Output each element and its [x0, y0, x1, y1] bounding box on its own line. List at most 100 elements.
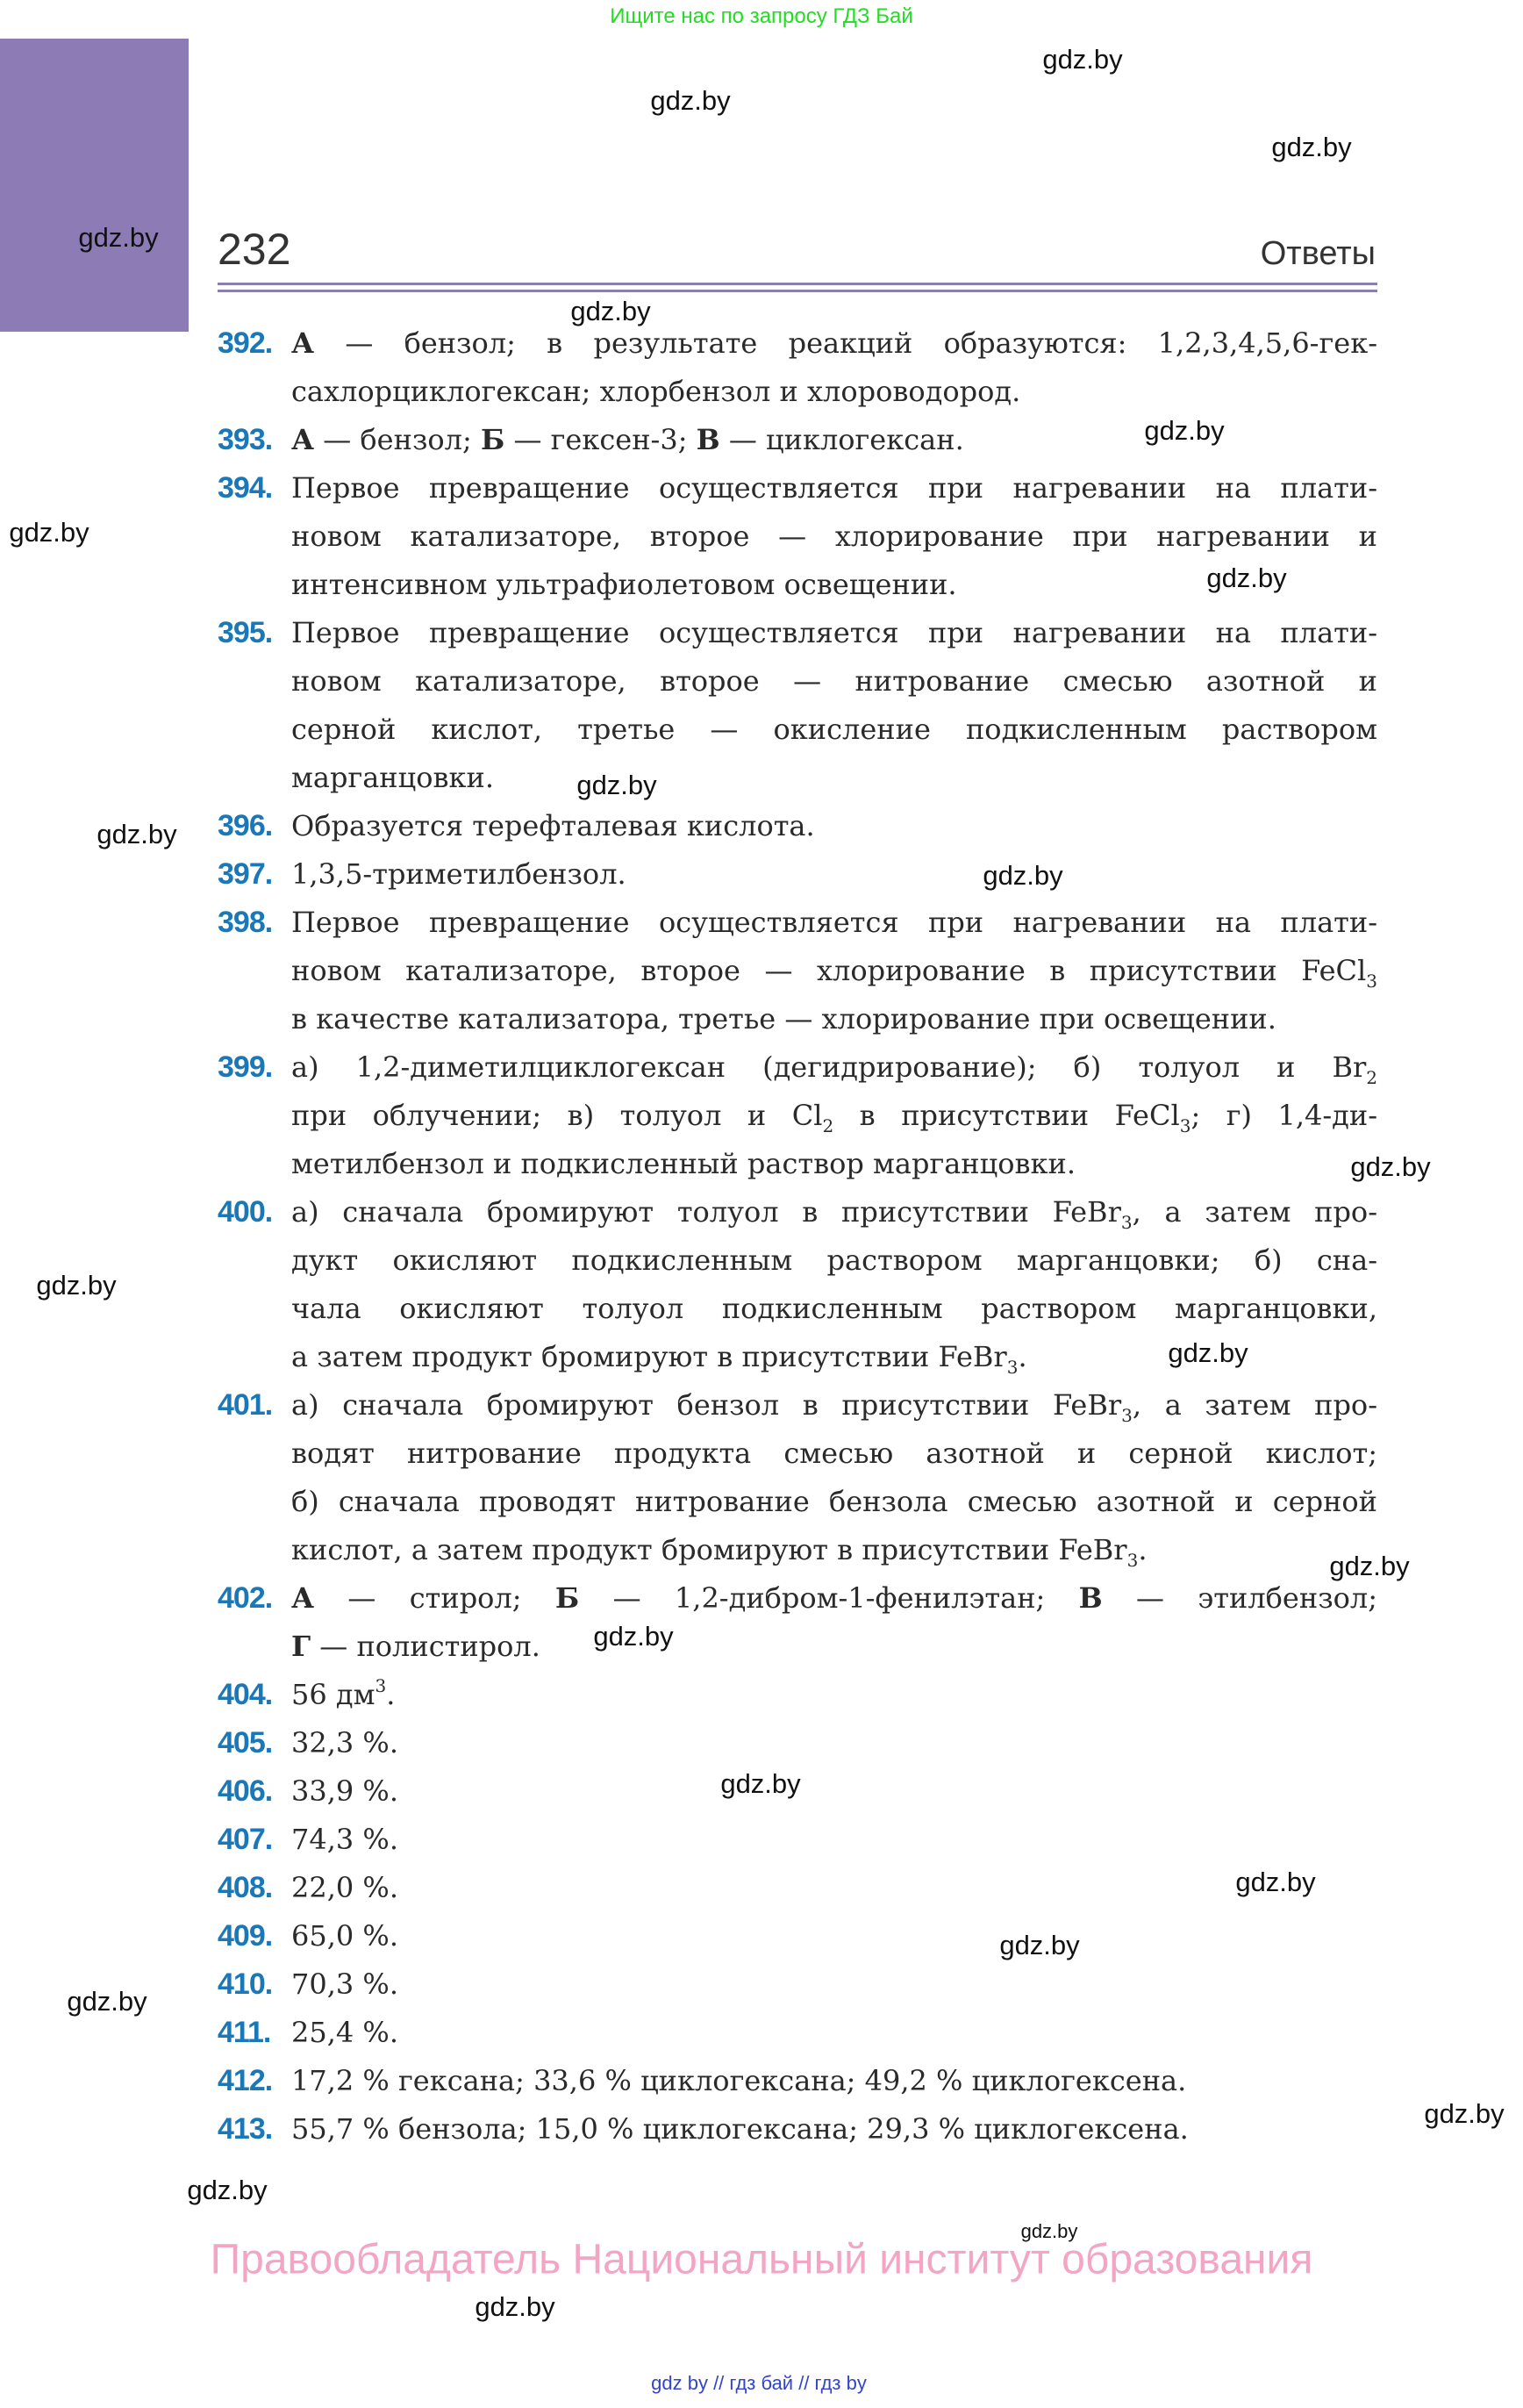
owner-watermark: Правообладатель Национальный институт об…	[210, 2236, 1313, 2283]
answer-line: Первое превращение осуществляется при на…	[291, 899, 1377, 947]
answer-line: 74,3 %.	[291, 1816, 1377, 1864]
answer-item: 399. а) 1,2-диметилциклогексан (дегидриро…	[218, 1043, 1377, 1188]
answer-number: 400.	[218, 1195, 273, 1229]
answer-number: 406.	[218, 1774, 273, 1808]
subscript: 2	[1366, 1067, 1377, 1088]
text-segment: дукт окисляют подкисленным раствором мар…	[291, 1243, 1377, 1277]
answers-list: 392. А — бензол; в результате реакций обр…	[218, 319, 1377, 2154]
text-segment: — этилбензол;	[1102, 1581, 1378, 1615]
answer-item: 412. 17,2 % гексана; 33,6 % циклогексана;…	[218, 2057, 1377, 2105]
gdz-watermark: gdz.by	[1424, 2098, 1505, 2129]
gdz-watermark: gdz.by	[570, 296, 651, 326]
text-segment: кислот, а затем продукт бромируют в прис…	[291, 1533, 1127, 1566]
text-segment: метилбензол и подкисленный раствор марга…	[291, 1147, 1076, 1180]
text-segment: Первое превращение осуществляется при на…	[291, 471, 1377, 505]
answer-item: 393. А — бензол; Б — гексен-3; В — циклог…	[218, 416, 1377, 464]
answer-number: 407.	[218, 1823, 273, 1856]
text-segment: а затем продукт бромируют в присутствии …	[291, 1340, 1007, 1373]
text-segment: , а затем про-	[1132, 1195, 1378, 1229]
bold-label: А	[291, 326, 315, 360]
answer-line: а) сначала бромируют толуол в присутстви…	[291, 1188, 1377, 1236]
text-segment: 65,0 %.	[291, 1919, 398, 1953]
answer-number: 396.	[218, 809, 273, 842]
header-rule-bottom	[218, 290, 1377, 292]
answer-line: А — бензол; в результате реакций образую…	[291, 319, 1377, 368]
answer-line: новом катализаторе, второе — хлорировани…	[291, 947, 1377, 995]
text-segment: — полистирол.	[311, 1630, 540, 1663]
gdz-watermark: gdz.by	[1020, 2220, 1078, 2242]
answer-line: 17,2 % гексана; 33,6 % циклогексана; 49,…	[291, 2057, 1377, 2105]
answer-line: 1,3,5-триметилбензол.	[291, 850, 1377, 899]
answer-item: 411. 25,4 %.	[218, 2009, 1377, 2057]
text-segment: новом катализаторе, второе — хлорировани…	[291, 954, 1367, 987]
text-segment: в качестве катализатора, третье — хлорир…	[291, 1002, 1276, 1036]
subscript: 3	[1120, 1212, 1133, 1233]
answer-line: водят нитрование продукта смесью азотной…	[291, 1430, 1377, 1478]
answer-item: 405. 32,3 %.	[218, 1719, 1377, 1767]
answer-line: Первое превращение осуществляется при на…	[291, 609, 1377, 657]
answer-line: при облучении; в) толуол и Cl2 в присутс…	[291, 1092, 1377, 1140]
gdz-watermark: gdz.by	[9, 517, 89, 548]
gdz-watermark: gdz.by	[187, 2175, 268, 2205]
answer-line: 56 дм3.	[291, 1671, 1377, 1719]
answer-line: 32,3 %.	[291, 1719, 1377, 1767]
answer-item: 408. 22,0 %.	[218, 1864, 1377, 1912]
gdz-watermark: gdz.by	[475, 2291, 555, 2322]
footer-links[interactable]: gdz by // гдз бай // гдз by	[651, 2372, 867, 2394]
answer-number: 393.	[218, 423, 273, 456]
answer-line: дукт окисляют подкисленным раствором мар…	[291, 1236, 1377, 1285]
text-segment: Образуется терефталевая кислота.	[291, 809, 815, 842]
subscript: 3	[1126, 1550, 1139, 1571]
gdz-watermark: gdz.by	[593, 1621, 674, 1652]
answer-line: а затем продукт бромируют в присутствии …	[291, 1333, 1377, 1381]
text-segment: а) сначала бромируют толуол в присутстви…	[291, 1195, 1121, 1229]
answer-line: чала окисляют толуол подкисленным раство…	[291, 1285, 1377, 1333]
gdz-watermark: gdz.by	[983, 860, 1063, 891]
gdz-watermark: gdz.by	[78, 222, 159, 253]
answer-item: 409. 65,0 %.	[218, 1912, 1377, 1960]
answer-number: 412.	[218, 2064, 273, 2097]
text-segment: водят нитрование продукта смесью азотной…	[291, 1437, 1377, 1470]
answer-item: 398. Первое превращение осуществляется пр…	[218, 899, 1377, 1043]
text-segment: а) сначала бромируют бензол в присутстви…	[291, 1388, 1122, 1422]
answer-item: 402. А — стирол; Б — 1,2-дибром-1-фенилэт…	[218, 1574, 1377, 1671]
subscript: 3	[1179, 1115, 1191, 1136]
section-title: Ответы	[1260, 235, 1376, 272]
gdz-watermark: gdz.by	[1206, 563, 1287, 593]
text-segment: в присутствии FeCl	[833, 1099, 1180, 1132]
text-segment: .	[386, 1678, 396, 1711]
gdz-watermark: gdz.by	[999, 1930, 1080, 1960]
gdz-watermark: gdz.by	[650, 85, 731, 116]
answer-item: 395. Первое превращение осуществляется пр…	[218, 609, 1377, 802]
answer-item: 396. Образуется терефталевая кислота.	[218, 802, 1377, 850]
answer-line: 65,0 %.	[291, 1912, 1377, 1960]
text-segment: 17,2 % гексана; 33,6 % циклогексана; 49,…	[291, 2064, 1187, 2097]
answer-line: А — стирол; Б — 1,2-дибром-1-фенилэтан; …	[291, 1574, 1377, 1623]
top-banner[interactable]: Ищите нас по запросу ГДЗ Бай	[610, 4, 913, 28]
bold-label: В	[1078, 1581, 1103, 1615]
bold-label: А	[291, 1581, 315, 1615]
answer-item: 400. а) сначала бромируют толуол в присут…	[218, 1188, 1377, 1381]
text-segment: марганцовки.	[291, 761, 494, 794]
gdz-watermark: gdz.by	[1168, 1337, 1248, 1368]
gdz-watermark: gdz.by	[67, 1986, 147, 2017]
text-segment: .	[1018, 1340, 1027, 1373]
gdz-watermark: gdz.by	[1329, 1551, 1410, 1581]
answer-item: 404. 56 дм3.	[218, 1671, 1377, 1719]
text-segment: — гексен-3;	[504, 423, 697, 456]
header-rule-top	[218, 283, 1377, 285]
text-segment: 25,4 %.	[291, 2016, 398, 2049]
text-segment: Первое превращение осуществляется при на…	[291, 616, 1377, 649]
answer-line: 33,9 %.	[291, 1767, 1377, 1816]
superscript: 3	[375, 1675, 387, 1696]
answer-line: Образуется терефталевая кислота.	[291, 802, 1377, 850]
answer-item: 413. 55,7 % бензола; 15,0 % циклогексана;…	[218, 2105, 1377, 2154]
answer-number: 395.	[218, 616, 273, 649]
text-segment: — бензол;	[314, 423, 481, 456]
gdz-watermark: gdz.by	[1235, 1867, 1316, 1897]
text-segment: 70,3 %.	[291, 1967, 398, 2001]
answer-line: сахлорциклогексан; хлорбензол и хлоровод…	[291, 368, 1377, 416]
answer-line: Г — полистирол.	[291, 1623, 1377, 1671]
bold-label: Б	[480, 423, 505, 456]
text-segment: 1,3,5-триметилбензол.	[291, 857, 626, 891]
